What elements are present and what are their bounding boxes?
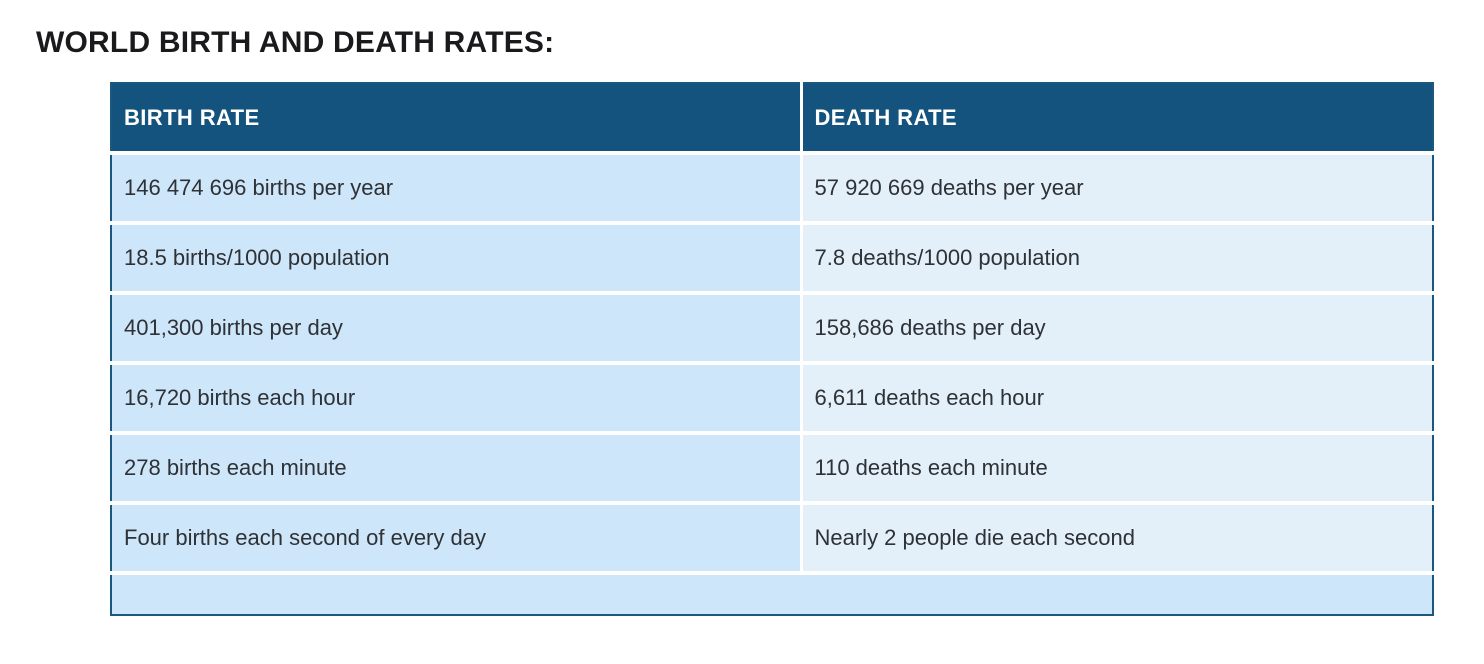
column-header-death-rate: DEATH RATE (799, 83, 1433, 153)
death-rate-per-second-cell: Nearly 2 people die each second (799, 501, 1433, 573)
death-rate-per-1000-cell: 7.8 deaths/1000 population (799, 221, 1433, 293)
death-rate-per-minute-cell: 110 deaths each minute (799, 431, 1433, 503)
birth-rate-per-second-cell: Four births each second of every day (111, 501, 801, 573)
table-row: 18.5 births/1000 population 7.8 deaths/1… (111, 221, 1433, 293)
table-row: Four births each second of every day Nea… (111, 501, 1433, 573)
birth-rate-per-hour-cell: 16,720 births each hour (111, 361, 801, 433)
birth-rate-per-1000-cell: 18.5 births/1000 population (111, 221, 801, 293)
table-footer-row (111, 571, 1433, 615)
table-row: 278 births each minute 110 deaths each m… (111, 431, 1433, 503)
page-title: WORLD BIRTH AND DEATH RATES: (36, 26, 555, 59)
table-header-row: BIRTH RATE DEATH RATE (111, 83, 1433, 153)
table-footer-band (111, 571, 1433, 615)
birth-rate-per-day-cell: 401,300 births per day (111, 291, 801, 363)
death-rate-per-day-cell: 158,686 deaths per day (799, 291, 1433, 363)
table-row: 401,300 births per day 158,686 deaths pe… (111, 291, 1433, 363)
table-row: 16,720 births each hour 6,611 deaths eac… (111, 361, 1433, 433)
birth-rate-per-minute-cell: 278 births each minute (111, 431, 801, 503)
birth-death-rates-table: BIRTH RATE DEATH RATE 146 474 696 births… (110, 82, 1434, 616)
birth-rate-per-year-cell: 146 474 696 births per year (111, 151, 801, 223)
death-rate-per-year-cell: 57 920 669 deaths per year (799, 151, 1433, 223)
column-header-birth-rate: BIRTH RATE (111, 83, 801, 153)
death-rate-per-hour-cell: 6,611 deaths each hour (799, 361, 1433, 433)
table-row: 146 474 696 births per year 57 920 669 d… (111, 151, 1433, 223)
